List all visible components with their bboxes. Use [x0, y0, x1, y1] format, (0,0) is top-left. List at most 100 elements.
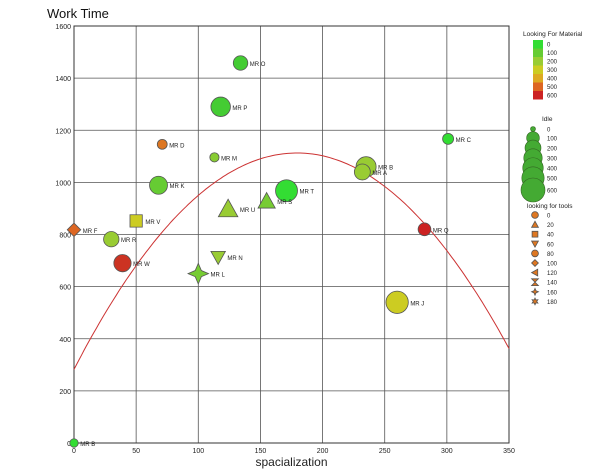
legend-tools-marker [530, 220, 540, 228]
y-tick-label: 1600 [55, 24, 71, 31]
data-point-label: MR W [133, 262, 150, 268]
legend-idle-label: 200 [547, 147, 558, 153]
legend-idle-title: Idle [542, 116, 553, 123]
legend-material-title: Looking For Material [523, 31, 583, 38]
data-point-label: MR C [456, 138, 472, 144]
data-point [417, 222, 432, 237]
legend-tools-marker [531, 230, 539, 238]
data-point-label: MR D [169, 143, 185, 149]
legend-tools-label: 180 [547, 300, 558, 306]
y-tick-label: 600 [59, 285, 71, 292]
data-point-label: MR U [240, 208, 255, 214]
fit-curve [73, 152, 510, 370]
data-point [353, 163, 371, 181]
legend-tools-title: looking for tools [527, 203, 573, 210]
data-point-label: MR K [170, 184, 185, 190]
data-point [275, 179, 298, 203]
legend-material-label: 300 [547, 68, 558, 74]
legend-idle-label: 0 [547, 128, 551, 134]
legend-tools-label: 100 [547, 262, 558, 268]
legend-tools-marker [531, 297, 539, 306]
legend-material-label: 600 [547, 94, 558, 100]
data-point [103, 231, 120, 248]
x-tick-label: 50 [132, 448, 140, 455]
y-tick-label: 1400 [55, 76, 71, 83]
data-point [209, 152, 220, 163]
legend-material-swatch [533, 91, 543, 100]
data-point [210, 96, 231, 117]
data-point [217, 198, 239, 218]
legend-idle-label: 300 [547, 157, 558, 163]
legend-tools-marker [530, 240, 540, 249]
data-point-label: MR L [211, 273, 226, 279]
y-tick-label: 800 [59, 233, 71, 240]
data-point [69, 438, 79, 448]
data-point [232, 55, 249, 71]
chart-title: Work Time [47, 6, 109, 21]
legend-tools-label: 40 [547, 233, 554, 239]
x-tick-label: 350 [503, 448, 515, 455]
legend-tools-label: 80 [547, 252, 554, 258]
data-point-label: MR Q [433, 228, 449, 234]
legend-idle-marker [530, 126, 536, 132]
y-tick-label: 1200 [55, 128, 71, 135]
x-axis-label: spacialization [255, 455, 327, 469]
legend-material-swatch [533, 57, 543, 66]
data-point-label: MR A [372, 171, 387, 177]
y-tick-label: 200 [59, 389, 71, 396]
legend-idle-label: 600 [547, 189, 558, 195]
legend-material-swatch [533, 40, 543, 49]
data-point [156, 138, 168, 150]
legend-material-swatch [533, 82, 543, 91]
data-point-label: MR J [410, 301, 424, 307]
legend-tools-label: 120 [547, 271, 558, 277]
data-point-label: MR P [232, 106, 247, 112]
legend-tools-label: 0 [547, 214, 551, 220]
data-point [113, 254, 132, 273]
data-point [149, 175, 168, 195]
data-point-label: MR R [121, 238, 137, 244]
legend-tools-marker [531, 211, 539, 219]
data-point-label: MR F [83, 229, 98, 235]
legend-tools-label: 20 [547, 223, 554, 229]
y-tick-label: 400 [59, 337, 71, 344]
y-tick-label: 1000 [55, 180, 71, 187]
legend-tools-label: 60 [547, 242, 554, 248]
legend-idle-label: 400 [547, 167, 558, 173]
data-point [442, 132, 455, 145]
legend-material-label: 200 [547, 60, 558, 66]
legend-material-swatch [533, 74, 543, 83]
legend-tools-label: 160 [547, 290, 558, 296]
legend-idle-label: 100 [547, 137, 558, 143]
data-point [385, 290, 409, 314]
legend-tools-marker [530, 268, 539, 277]
x-tick-label: 0 [72, 448, 76, 455]
x-tick-label: 250 [379, 448, 391, 455]
legend-material-label: 500 [547, 85, 558, 91]
legend-tools-marker [531, 249, 539, 258]
legend-material-swatch [533, 48, 543, 57]
data-point-label: MR N [227, 256, 242, 262]
data-point-label: MR V [145, 220, 160, 226]
data-point [66, 222, 82, 238]
legend-tools-marker [530, 278, 540, 286]
legend-idle-label: 500 [547, 177, 558, 183]
y-tick-label: 0 [67, 441, 71, 448]
data-point-label: MR S [277, 200, 292, 206]
legend-tools-label: 140 [547, 281, 558, 287]
legend-tools-marker [531, 259, 539, 267]
x-tick-label: 300 [441, 448, 453, 455]
data-point-label: MR M [221, 156, 237, 162]
legend-material-label: 100 [547, 51, 558, 57]
x-tick-label: 150 [255, 448, 267, 455]
legend-idle-marker [520, 177, 546, 203]
x-tick-label: 100 [192, 448, 204, 455]
x-tick-label: 200 [317, 448, 329, 455]
legend-material-label: 400 [547, 77, 558, 83]
data-point [187, 262, 210, 285]
data-point-label: MR B [80, 442, 95, 448]
legend-tools-marker [530, 287, 540, 297]
data-point-label: MR B [378, 166, 393, 172]
data-point [210, 250, 227, 266]
